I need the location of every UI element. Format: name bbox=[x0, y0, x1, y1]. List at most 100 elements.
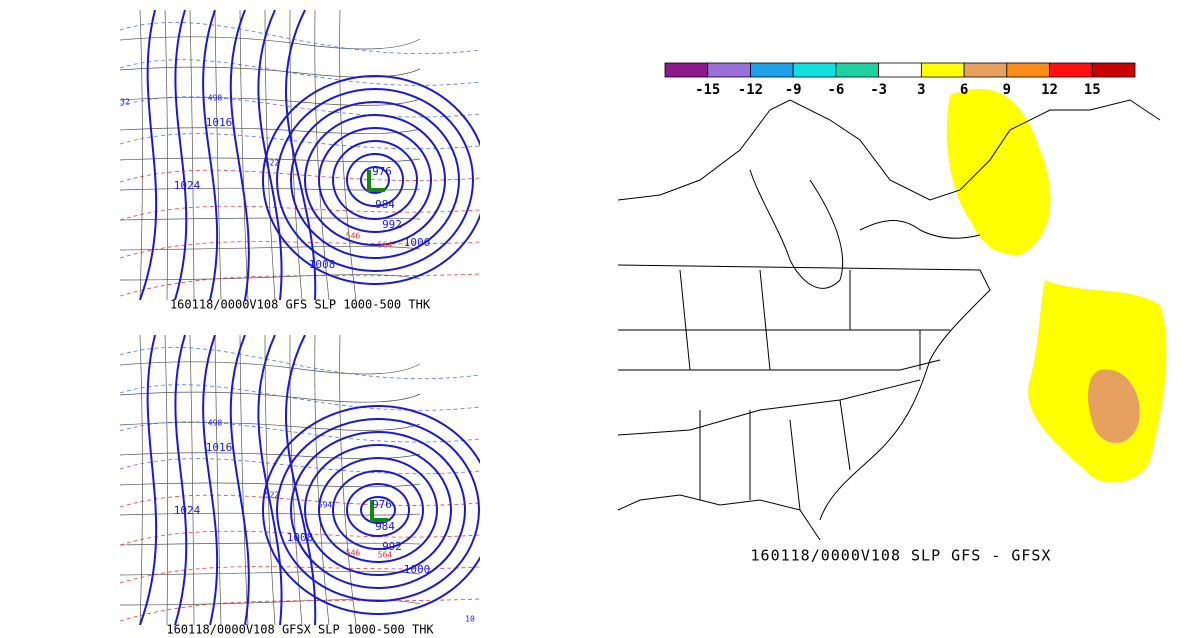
state-line bbox=[164, 335, 169, 625]
contour-label: 564 bbox=[378, 241, 393, 250]
shade bbox=[1088, 369, 1140, 443]
isobar bbox=[202, 335, 219, 625]
isobar bbox=[304, 114, 446, 246]
contour-label: 522 bbox=[265, 491, 280, 500]
state-line bbox=[164, 10, 169, 300]
state-line bbox=[239, 335, 249, 625]
contour-label: 498 bbox=[208, 94, 223, 103]
state-line bbox=[289, 335, 303, 625]
state-line bbox=[120, 361, 421, 375]
contour-label: 984 bbox=[375, 198, 395, 211]
panel-caption: 160118/0000V108 GFS SLP 1000-500 THK bbox=[170, 298, 431, 312]
color-swatch bbox=[1091, 62, 1136, 78]
contour-label: 10 bbox=[465, 615, 475, 624]
color-swatch bbox=[792, 62, 837, 78]
color-swatch bbox=[750, 62, 794, 78]
colorbar-label: -3 bbox=[870, 82, 887, 98]
isobar bbox=[276, 88, 474, 272]
isobar bbox=[276, 418, 480, 602]
isobar bbox=[290, 431, 466, 589]
state-line bbox=[120, 187, 421, 191]
contour-label: 546 bbox=[346, 549, 361, 558]
state-line bbox=[120, 452, 421, 459]
isobar bbox=[304, 444, 452, 576]
contour-label: 594 bbox=[318, 501, 333, 510]
isobar bbox=[174, 335, 188, 625]
state-line bbox=[120, 391, 421, 403]
color-swatch bbox=[835, 62, 880, 78]
isobar bbox=[257, 10, 283, 300]
isobar bbox=[257, 335, 283, 625]
thickness-line bbox=[120, 421, 480, 443]
state-line bbox=[189, 335, 195, 625]
color-swatch bbox=[707, 62, 751, 78]
isobar bbox=[285, 10, 317, 300]
colorbar-label: -6 bbox=[827, 82, 844, 98]
state-line bbox=[120, 217, 421, 221]
low-marker bbox=[370, 500, 388, 522]
panel-caption: 160118/0000V108 GFSX SLP 1000-500 THK bbox=[166, 623, 434, 637]
colorbar-label: 15 bbox=[1084, 82, 1101, 98]
state-line bbox=[189, 10, 195, 300]
state-line bbox=[120, 422, 421, 431]
colorbar-label: 12 bbox=[1041, 82, 1058, 98]
colorbar-label: -15 bbox=[695, 82, 720, 98]
state-line bbox=[239, 10, 249, 300]
thickness-line bbox=[120, 347, 480, 379]
state-line bbox=[214, 10, 222, 300]
isobar bbox=[139, 335, 158, 625]
contour-label: 10 bbox=[465, 300, 475, 309]
colorbar-label: 9 bbox=[1003, 82, 1011, 98]
colorbar-label: 6 bbox=[960, 82, 968, 98]
colorbar-label: -12 bbox=[738, 82, 763, 98]
isobar bbox=[332, 470, 424, 550]
state-line bbox=[264, 335, 276, 625]
contour-label: 522 bbox=[265, 159, 280, 168]
state-line bbox=[139, 335, 143, 625]
isobar bbox=[318, 127, 432, 233]
state-line bbox=[120, 245, 421, 251]
contour-label: 564 bbox=[378, 551, 393, 560]
color-swatch bbox=[963, 62, 1008, 78]
low-marker bbox=[367, 170, 385, 192]
state-line bbox=[314, 335, 330, 625]
isobar bbox=[360, 166, 390, 194]
isobar bbox=[229, 10, 250, 300]
isobar bbox=[360, 496, 396, 524]
contour-label: 498 bbox=[208, 419, 223, 428]
contour-label: 546 bbox=[346, 232, 361, 241]
shade bbox=[946, 88, 1051, 255]
state-line bbox=[339, 10, 357, 300]
state-line bbox=[314, 10, 330, 300]
contour-label: 976 bbox=[372, 498, 392, 511]
state-line bbox=[120, 512, 421, 516]
contour-label: 1000 bbox=[404, 563, 431, 576]
contour-label: 992 bbox=[382, 218, 402, 231]
state-line bbox=[120, 66, 421, 78]
contour-label: 1016 bbox=[206, 441, 233, 454]
isobar bbox=[290, 101, 460, 259]
map-caption: 160118/0000V108 SLP GFS - GFSX bbox=[751, 547, 1052, 565]
isobar bbox=[139, 10, 158, 300]
thickness-line bbox=[120, 59, 480, 86]
contour-label: 1024 bbox=[174, 504, 201, 517]
contour-label: 992 bbox=[382, 540, 402, 553]
contour-label: 1008 bbox=[287, 531, 314, 544]
state-line bbox=[120, 570, 421, 576]
contour-label: 1024 bbox=[174, 179, 201, 192]
contour-label: 1008 bbox=[309, 258, 336, 271]
contour-label: 32 bbox=[120, 98, 130, 107]
color-swatch bbox=[664, 62, 709, 78]
isobar bbox=[262, 75, 480, 285]
isobar bbox=[229, 335, 250, 625]
colorbar: -15 -12 -9 -6 -3 3 6 9 12 15 bbox=[664, 62, 1136, 98]
isobar bbox=[174, 10, 188, 300]
isobar bbox=[346, 153, 404, 207]
contour-label: 1016 bbox=[206, 116, 233, 129]
isobar bbox=[346, 483, 410, 537]
thickness-line bbox=[120, 384, 480, 411]
contour-label: 1000 bbox=[404, 236, 431, 249]
